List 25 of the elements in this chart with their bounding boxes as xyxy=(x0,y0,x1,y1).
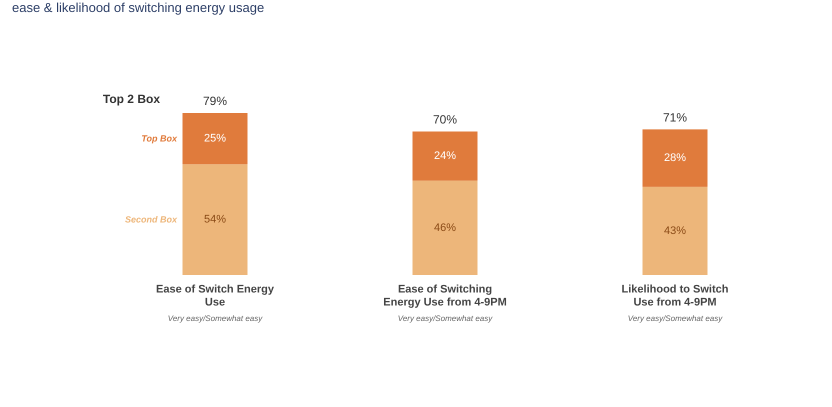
total-label: 79% xyxy=(202,94,228,108)
x-tick-label: Ease of Switch Energy Use xyxy=(156,284,275,308)
data-label: 54% xyxy=(204,214,226,226)
data-label: 25% xyxy=(204,132,226,145)
text: Very easy/Somewhat easy xyxy=(398,314,494,323)
bar xyxy=(182,164,248,275)
text: Top 2 Box xyxy=(102,92,160,106)
data-label: 28% xyxy=(664,152,686,164)
x-tick-label: Likelihood to Switch Use from 4-9PM xyxy=(622,284,729,308)
bar xyxy=(412,131,478,181)
data-label: 46% xyxy=(434,222,456,234)
bar xyxy=(642,186,708,275)
x-tick-label: Ease of Switching Energy Use from 4-9PM xyxy=(383,284,507,308)
text: Very easy/Somewhat easy xyxy=(628,314,724,323)
total-label: 70% xyxy=(432,112,458,126)
chart-title: ease & likelihood of switching energy usage xyxy=(12,0,264,15)
series-label: Top Box xyxy=(141,134,178,144)
bar xyxy=(412,180,478,275)
bar xyxy=(642,129,708,187)
data-label: 24% xyxy=(434,150,456,162)
total-label: 71% xyxy=(662,110,688,124)
series-label: Second Box xyxy=(124,214,178,225)
data-label: 43% xyxy=(664,224,686,237)
text: Very easy/Somewhat easy xyxy=(168,314,264,323)
bar xyxy=(182,113,248,164)
